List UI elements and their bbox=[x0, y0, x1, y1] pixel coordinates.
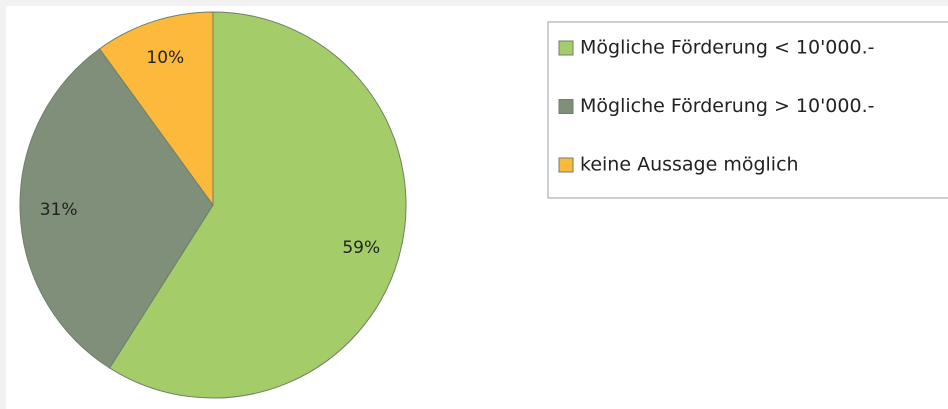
pie-slice bbox=[108, 11, 407, 399]
legend bbox=[547, 21, 948, 199]
legend-label: keine Aussage möglich bbox=[580, 154, 799, 176]
legend-swatch bbox=[558, 157, 574, 173]
data-label: 10% bbox=[146, 48, 184, 68]
legend-swatch bbox=[558, 99, 574, 114]
pie-slice bbox=[98, 11, 214, 207]
pie-slice bbox=[19, 48, 214, 369]
legend-label: Mögliche Förderung > 10'000.- bbox=[580, 95, 874, 117]
legend-swatch bbox=[558, 40, 574, 56]
legend-label: Mögliche Förderung < 10'000.- bbox=[580, 37, 874, 59]
data-label: 59% bbox=[342, 238, 380, 258]
data-label: 31% bbox=[40, 200, 78, 220]
